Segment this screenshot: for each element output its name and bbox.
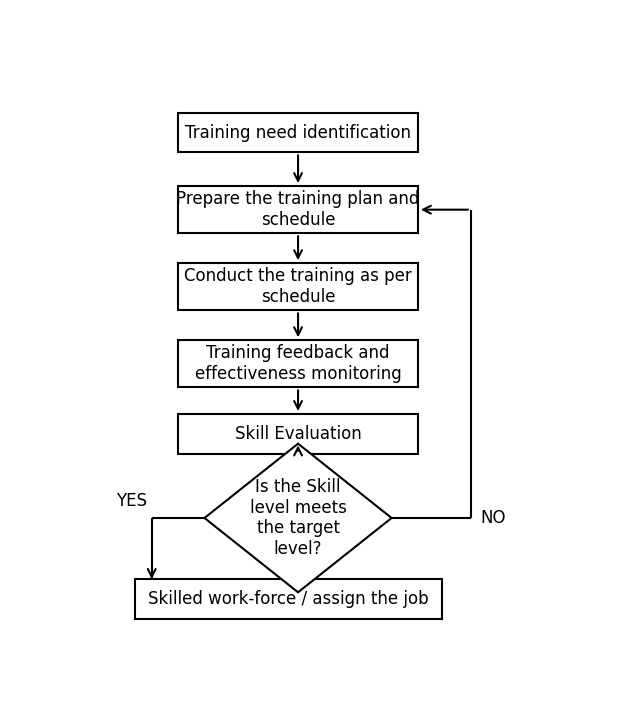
Bar bbox=[178, 340, 418, 388]
Text: NO: NO bbox=[480, 509, 506, 527]
Bar bbox=[135, 579, 442, 618]
Bar bbox=[178, 263, 418, 310]
Text: Skilled work-force / assign the job: Skilled work-force / assign the job bbox=[148, 590, 429, 608]
Bar bbox=[178, 187, 418, 233]
Text: Training feedback and
effectiveness monitoring: Training feedback and effectiveness moni… bbox=[194, 345, 402, 383]
Text: Prepare the training plan and
schedule: Prepare the training plan and schedule bbox=[176, 190, 420, 229]
Polygon shape bbox=[204, 443, 392, 592]
Text: Skill Evaluation: Skill Evaluation bbox=[235, 425, 361, 443]
Text: Conduct the training as per
schedule: Conduct the training as per schedule bbox=[184, 267, 412, 306]
Text: Training need identification: Training need identification bbox=[185, 124, 411, 142]
Text: Is the Skill
level meets
the target
level?: Is the Skill level meets the target leve… bbox=[249, 478, 347, 558]
Bar bbox=[178, 414, 418, 453]
Bar bbox=[178, 113, 418, 152]
Text: YES: YES bbox=[116, 493, 147, 511]
